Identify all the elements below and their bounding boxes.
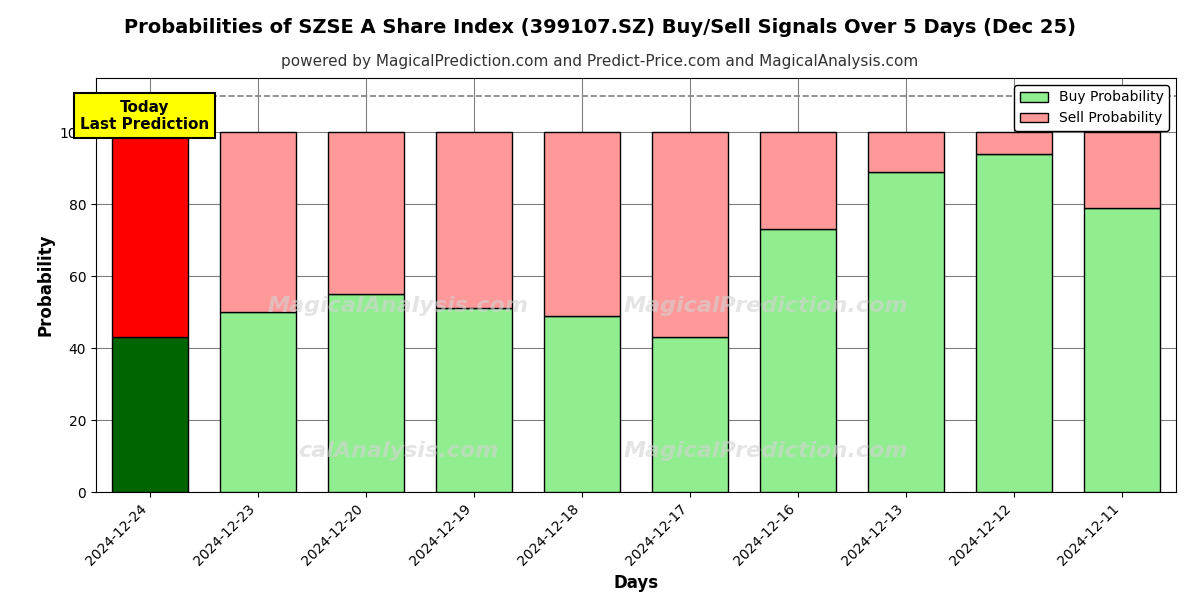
Bar (545, 316, 619, 492)
Bar (761, 132, 836, 229)
Bar (653, 132, 728, 337)
Bar (113, 132, 188, 337)
Text: powered by MagicalPrediction.com and Predict-Price.com and MagicalAnalysis.com: powered by MagicalPrediction.com and Pre… (281, 54, 919, 69)
Bar (221, 312, 296, 492)
Text: MagicalPrediction.com: MagicalPrediction.com (623, 440, 908, 461)
Bar (1085, 132, 1159, 208)
Bar (329, 294, 403, 492)
Bar (869, 132, 944, 172)
Text: MagicalAnalysis.com: MagicalAnalysis.com (268, 296, 529, 316)
Bar (437, 132, 512, 308)
Bar (437, 308, 512, 492)
Legend: Buy Probability, Sell Probability: Buy Probability, Sell Probability (1014, 85, 1169, 131)
Bar (221, 132, 296, 312)
Text: MagicalPrediction.com: MagicalPrediction.com (623, 296, 908, 316)
Bar (869, 172, 944, 492)
Y-axis label: Probability: Probability (36, 234, 54, 336)
Bar (977, 154, 1051, 492)
Bar (761, 229, 836, 492)
Bar (545, 132, 619, 316)
Bar (653, 337, 728, 492)
X-axis label: Days: Days (613, 574, 659, 592)
Text: Today
Last Prediction: Today Last Prediction (80, 100, 209, 132)
Bar (1085, 208, 1159, 492)
Text: calAnalysis.com: calAnalysis.com (299, 440, 498, 461)
Text: Probabilities of SZSE A Share Index (399107.SZ) Buy/Sell Signals Over 5 Days (De: Probabilities of SZSE A Share Index (399… (124, 18, 1076, 37)
Bar (329, 132, 403, 294)
Bar (113, 337, 188, 492)
Bar (977, 132, 1051, 154)
